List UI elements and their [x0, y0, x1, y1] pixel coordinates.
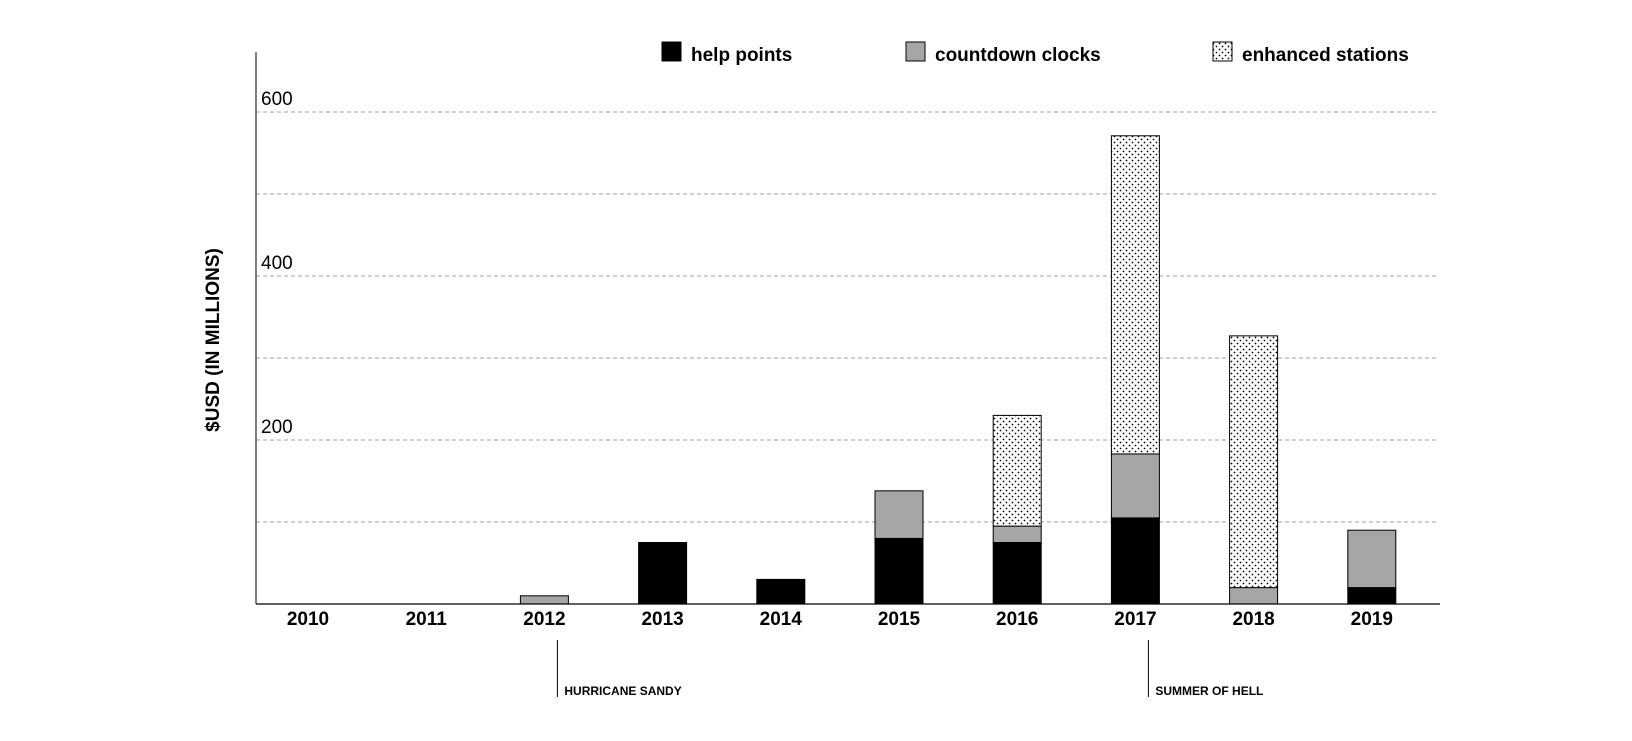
bar-segment [992, 414, 1042, 527]
bar-segment [1229, 335, 1279, 589]
bar-segment [519, 595, 569, 605]
legend-swatch [1212, 41, 1233, 62]
annotation: HURRICANE SANDY [556, 640, 682, 698]
bar-segment [1347, 587, 1397, 605]
legend-item: countdown clocks [905, 41, 1101, 66]
bar-segment [992, 525, 1042, 543]
x-tick-label: 2019 [1351, 609, 1393, 630]
legend-item: help points [661, 41, 792, 66]
x-tick-label: 2015 [878, 609, 921, 630]
bar-segment [1110, 517, 1160, 605]
bar-segment [1229, 587, 1279, 605]
bar-segment [756, 578, 806, 605]
annotations: HURRICANE SANDY SUMMER OF HELL [556, 640, 1263, 698]
annotation-label: HURRICANE SANDY [564, 684, 681, 698]
x-tick-labels: 2010 2011 2012 2013 2014 2015 2016 2017 2018 2019 [287, 609, 1393, 630]
legend-label: countdown clocks [935, 45, 1101, 66]
bar-segment [992, 542, 1042, 605]
y-tick-labels: 200 400 600 [261, 89, 293, 438]
bar-segment [638, 542, 688, 605]
annotation-label: SUMMER OF HELL [1155, 684, 1263, 698]
y-tick-label: 600 [261, 89, 293, 110]
bar-segment [1110, 135, 1160, 455]
x-tick-label: 2010 [287, 609, 329, 630]
legend-item: enhanced stations [1212, 41, 1409, 66]
x-tick-label: 2018 [1232, 609, 1274, 630]
annotation: SUMMER OF HELL [1147, 640, 1263, 698]
legend-swatch [905, 41, 926, 62]
x-tick-label: 2012 [523, 609, 565, 630]
x-tick-label: 2014 [760, 609, 803, 630]
x-tick-label: 2013 [641, 609, 683, 630]
y-tick-label: 200 [261, 417, 293, 438]
bar-segment [1347, 529, 1397, 589]
bar-segment [1110, 453, 1160, 519]
y-tick-label: 400 [261, 253, 293, 274]
bar-segment [874, 490, 924, 539]
legend: help points countdown clocks enhanced stat… [661, 41, 1409, 66]
legend-swatch [661, 41, 682, 62]
bar-segment [874, 537, 924, 605]
legend-label: help points [691, 45, 792, 66]
x-tick-label: 2017 [1114, 609, 1156, 630]
y-axis-title: $USD (IN MILLIONS) [203, 248, 224, 432]
legend-label: enhanced stations [1242, 45, 1409, 66]
bars [519, 135, 1397, 605]
x-tick-label: 2016 [996, 609, 1038, 630]
x-tick-label: 2011 [406, 609, 448, 630]
